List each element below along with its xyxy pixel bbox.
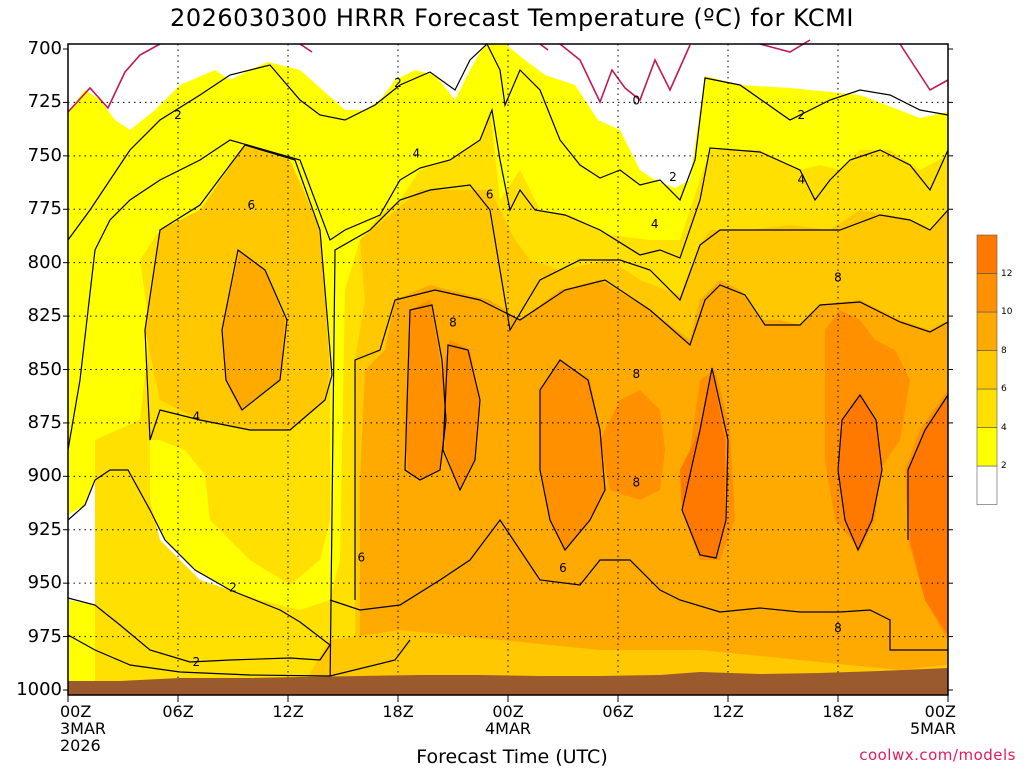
colorbar-segment xyxy=(976,465,998,505)
x-tick-label: 18Z xyxy=(822,702,854,721)
contour-10c-e xyxy=(681,367,729,559)
contour-label: 2 xyxy=(174,108,182,122)
x-tick-label: 00Z xyxy=(60,702,92,721)
colorbar-label: 10 xyxy=(1001,307,1013,317)
x-tick-label: 5MAR xyxy=(909,719,956,738)
y-tick-label: 975 xyxy=(27,625,62,647)
contour-4c-lower xyxy=(67,634,411,677)
contour-8c-main xyxy=(354,279,949,600)
band-12plus-a xyxy=(680,370,725,558)
contour-label: 2 xyxy=(193,655,201,669)
y-tick-label: 725 xyxy=(27,91,62,113)
y-tick-label: 775 xyxy=(27,198,62,220)
colorbar-label: 12 xyxy=(1001,268,1013,279)
colorbar-segment xyxy=(976,234,998,274)
contour-6c-west xyxy=(144,144,333,441)
contour-label: 8 xyxy=(834,621,842,635)
band-12plus-b xyxy=(838,395,882,550)
band-10to12-d xyxy=(600,390,665,500)
colorbar-segment xyxy=(976,427,998,467)
contour-4c-upper xyxy=(67,107,949,451)
contour-label: 2 xyxy=(229,580,237,594)
contour-label: 0 xyxy=(633,93,641,107)
x-tick-label: 12Z xyxy=(712,702,744,721)
contour-label: 8 xyxy=(633,367,641,381)
ground-surface xyxy=(68,668,948,695)
contour-2c-lower xyxy=(67,469,331,663)
contour-label: 8 xyxy=(633,476,641,490)
band-below-2-top xyxy=(68,44,948,188)
contour-label: 4 xyxy=(651,217,659,231)
colorbar-label: 8 xyxy=(1001,345,1007,356)
contour-10c-b xyxy=(442,344,481,492)
y-tick-label: 750 xyxy=(27,144,62,166)
x-tick-label: 4MAR xyxy=(484,719,532,738)
contour-label: 4 xyxy=(193,410,201,424)
band-10to12-a xyxy=(405,300,445,480)
x-tick-label: 06Z xyxy=(602,702,634,721)
y-tick-label: 850 xyxy=(27,358,62,380)
contour-label: 4 xyxy=(413,147,421,161)
contour-2c-upper xyxy=(67,43,949,241)
x-tick-label: 00Z xyxy=(492,702,524,721)
contour-label: 8 xyxy=(834,271,842,285)
contour-8c-west xyxy=(221,248,288,411)
contour-10c-g xyxy=(907,394,949,540)
grid-lines xyxy=(68,44,948,695)
y-tick-label: 950 xyxy=(27,572,62,594)
x-tick-label: 18Z xyxy=(382,702,414,721)
band-10to12-b xyxy=(440,340,480,490)
band-10to12-c xyxy=(540,360,605,550)
contour-label: 2 xyxy=(669,170,677,184)
colorbar-label: 6 xyxy=(1001,384,1007,394)
contour-label: 8 xyxy=(449,315,457,329)
x-tick-label: 2026 xyxy=(60,736,101,755)
colorbar-segment xyxy=(976,273,998,313)
colorbar-label: 4 xyxy=(1001,422,1007,433)
contour-lines xyxy=(67,43,949,691)
contour-label: 4 xyxy=(798,172,806,186)
band-12plus-c xyxy=(908,395,948,635)
y-tick-label: 800 xyxy=(27,251,62,273)
contour-label: 6 xyxy=(358,551,366,565)
x-tick-label: 06Z xyxy=(162,702,194,721)
axis-ticks xyxy=(63,48,953,702)
y-tick-label: 925 xyxy=(27,518,62,540)
contour-label: 2 xyxy=(798,108,806,122)
y-tick-label: 1000 xyxy=(16,679,62,700)
y-tick-label: 700 xyxy=(27,38,62,59)
x-tick-label: 3MAR xyxy=(60,719,107,738)
credit-link[interactable]: coolwx.com/models xyxy=(859,746,1016,764)
contour-label: 6 xyxy=(559,561,567,575)
chart-title: 2026030300 HRRR Forecast Temperature (ºC… xyxy=(170,4,854,32)
colorbar-label: 2 xyxy=(1001,461,1007,471)
freezing-line xyxy=(67,39,949,113)
colorbar xyxy=(976,234,998,505)
x-tick-label: 12Z xyxy=(272,702,304,721)
band-8to10-west xyxy=(222,250,285,410)
y-tick-label: 900 xyxy=(27,465,62,487)
contour-label: 6 xyxy=(486,187,494,201)
colorbar-segment xyxy=(976,350,998,390)
contour-6c-lower xyxy=(329,518,948,651)
colorbar-segment xyxy=(976,311,998,351)
y-tick-label: 875 xyxy=(27,411,62,433)
contour-label: 2 xyxy=(394,76,402,90)
contour-label: 6 xyxy=(248,198,256,212)
contour-10c-c xyxy=(539,359,606,552)
colorbar-segment xyxy=(976,388,998,428)
x-tick-label: 00Z xyxy=(924,702,956,721)
contour-6c-main xyxy=(329,184,949,691)
y-tick-label: 825 xyxy=(27,305,62,327)
contour-labels: 2 2 0 2 2 4 4 4 6 6 8 8 8 4 8 6 6 2 8 2 xyxy=(174,76,842,669)
contour-10c-a xyxy=(404,304,447,481)
x-axis-title: Forecast Time (UTC) xyxy=(416,746,608,768)
